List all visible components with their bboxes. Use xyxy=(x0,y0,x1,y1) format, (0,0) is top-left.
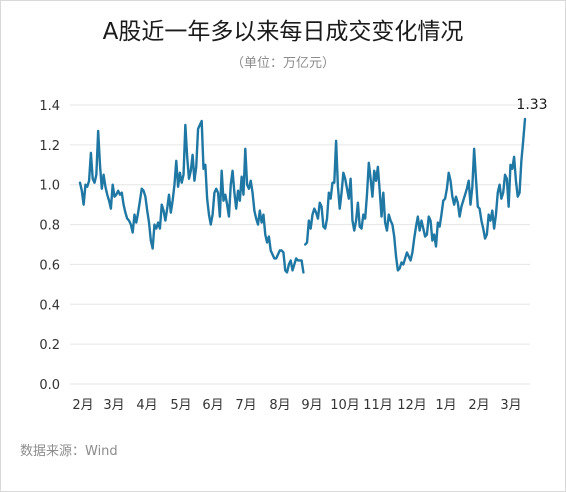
y-tick-label: 0.4 xyxy=(39,298,60,313)
x-tick-label: 9月 xyxy=(301,398,322,413)
x-tick-label: 10月 xyxy=(330,398,360,413)
x-tick-label: 2月 xyxy=(468,398,489,413)
end-value-label: 1.33 xyxy=(516,97,547,113)
y-axis: 0.0 0.2 0.4 0.6 0.8 1.0 1.2 1.4 xyxy=(39,99,60,393)
data-source: 数据来源：Wind xyxy=(20,444,118,459)
x-axis: 2月 3月 4月 5月 6月 7月 8月 9月 10月 11月 12月 1月 2月 3月 xyxy=(72,398,521,413)
y-tick-label: 0.8 xyxy=(39,219,60,234)
data-labels: 1.33 xyxy=(516,97,547,113)
y-tick-label: 1.2 xyxy=(39,139,60,154)
grid-lines xyxy=(70,104,530,385)
x-tick-label: 12月 xyxy=(397,398,427,413)
x-tick-label: 3月 xyxy=(500,398,521,413)
x-tick-label: 11月 xyxy=(363,398,393,413)
y-tick-label: 1.4 xyxy=(39,99,60,114)
x-tick-label: 8月 xyxy=(269,398,290,413)
y-tick-label: 0.2 xyxy=(39,338,60,353)
plot-area xyxy=(78,117,527,274)
x-tick-label: 5月 xyxy=(170,398,191,413)
chart-subtitle: （单位：万亿元） xyxy=(230,56,335,71)
x-tick-label: 4月 xyxy=(136,398,157,413)
x-tick-label: 6月 xyxy=(202,398,223,413)
y-tick-label: 0.0 xyxy=(39,378,60,393)
x-tick-label: 1月 xyxy=(435,398,456,413)
x-tick-label: 2月 xyxy=(72,398,93,413)
chart-title: A股近一年多以来每日成交变化情况 xyxy=(102,19,464,45)
y-tick-label: 0.6 xyxy=(39,258,60,273)
y-tick-label: 1.0 xyxy=(39,179,60,194)
series-line-turnover xyxy=(78,117,527,274)
x-tick-label: 3月 xyxy=(103,398,124,413)
x-tick-label: 7月 xyxy=(235,398,256,413)
